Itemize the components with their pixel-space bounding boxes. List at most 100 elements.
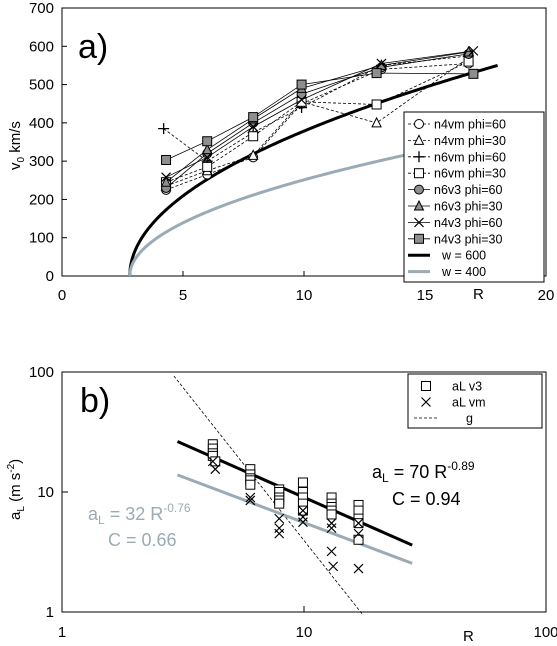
- data-point: [371, 68, 382, 79]
- legend-label: aL v3: [452, 380, 482, 394]
- fit-v3-correlation: C = 0.94: [392, 489, 461, 509]
- x-tick-label: 0: [58, 287, 66, 304]
- legend-marker: [414, 233, 424, 244]
- x-tick-label: 10: [296, 287, 313, 304]
- panel-b-legend: aL v3 aL vm g: [407, 373, 543, 429]
- series-line: [165, 50, 474, 178]
- x-tick-label: 100: [533, 624, 557, 641]
- legend-marker: [414, 217, 424, 228]
- legend-label: n4vm phi=30: [434, 134, 506, 148]
- x-tick-label: 15: [417, 287, 434, 304]
- x-tick-label: 5: [179, 287, 187, 304]
- data-point: [274, 513, 285, 524]
- data-point: [245, 492, 256, 503]
- y-tick-label: 100: [29, 230, 54, 247]
- legend-label: w = 400: [441, 265, 486, 279]
- panel-b-label: b): [80, 382, 110, 420]
- data-point: [326, 518, 337, 529]
- fit-v3-equation: aL = 70 R-0.89: [372, 459, 475, 485]
- data-point: [274, 528, 285, 539]
- legend-marker: [413, 134, 425, 145]
- fit-vm-correlation: C = 0.66: [108, 530, 177, 550]
- y-tick-label: 100: [29, 364, 54, 381]
- legend-label: w = 600: [441, 249, 486, 263]
- data-point: [326, 523, 337, 534]
- data-point: [353, 528, 364, 539]
- data-point: [468, 68, 479, 79]
- panel-a-label: a): [78, 28, 108, 66]
- data-point: [326, 509, 337, 520]
- data-point: [245, 495, 256, 506]
- panel-a-series: [158, 45, 479, 195]
- data-point: [248, 121, 259, 132]
- legend-label: n6vm phi=30: [434, 167, 506, 181]
- data-point: [207, 456, 218, 467]
- legend-box: [403, 111, 545, 283]
- data-point: [158, 123, 170, 135]
- legend-marker: [414, 184, 424, 195]
- legend-label: n4v3 phi=60: [434, 216, 503, 230]
- legend-label: aL vm: [452, 396, 486, 410]
- data-point: [296, 79, 307, 90]
- legend-marker: [413, 199, 425, 211]
- curve-w-400: [128, 142, 459, 277]
- legend-marker: [414, 119, 424, 129]
- legend-label: n4vm phi=60: [434, 118, 506, 132]
- g-line: [173, 375, 364, 616]
- series-line: [165, 72, 474, 161]
- fit-line-vm: [176, 473, 413, 565]
- series-n4v3-phi-60: [161, 45, 479, 183]
- data-point: [298, 517, 308, 528]
- data-point: [161, 154, 172, 165]
- data-point: [376, 58, 387, 69]
- data-point: [161, 172, 171, 183]
- y-tick-label: 400: [29, 115, 54, 132]
- series-line: [165, 61, 469, 183]
- y-tick-label: 600: [29, 38, 54, 55]
- legend-marker: [421, 397, 431, 407]
- legend-label: n6v3 phi=60: [434, 183, 503, 197]
- panel-b-ticks: 1 10 100 1 10 100: [29, 364, 557, 641]
- legend-marker: [413, 151, 425, 163]
- data-point: [202, 152, 213, 163]
- panel-a-y-axis-label: v0 km/s: [7, 121, 27, 170]
- series-line: [165, 53, 469, 189]
- data-point: [353, 563, 364, 574]
- y-tick-label: 10: [37, 484, 54, 501]
- x-tick-label: 20: [538, 287, 555, 304]
- series-al-vm: [207, 456, 364, 574]
- panel-a-curves: [128, 63, 499, 277]
- data-point: [328, 561, 339, 572]
- fit-vm-equation: aL = 32 R-0.76: [88, 501, 191, 527]
- legend-label: g: [466, 412, 473, 426]
- data-point: [160, 176, 172, 187]
- y-tick-label: 700: [29, 0, 54, 17]
- x-tick-label: 10: [296, 624, 313, 641]
- legend-marker: [421, 381, 431, 391]
- data-point: [210, 464, 221, 475]
- y-tick-label: 0: [46, 268, 54, 285]
- panel-b-y-axis-label: aL (m s-2): [6, 459, 27, 520]
- legend-label: n6v3 phi=30: [434, 200, 503, 214]
- data-point: [371, 99, 382, 110]
- legend-label: n4v3 phi=30: [434, 232, 503, 246]
- panel-a-legend: n4vm phi=60 n4vm phi=30 n6vm phi=60 n6vm ph…: [403, 111, 545, 283]
- series-line: [165, 51, 469, 183]
- data-point: [202, 136, 213, 147]
- data-point: [248, 131, 259, 142]
- data-point: [201, 143, 213, 155]
- panel-b-x-axis-label: R: [463, 628, 474, 645]
- data-point: [353, 534, 364, 545]
- y-tick-label: 1: [46, 604, 54, 621]
- data-point: [296, 94, 307, 105]
- data-point: [245, 479, 256, 490]
- data-point: [274, 498, 285, 509]
- legend-label: n6vm phi=60: [434, 150, 506, 164]
- y-tick-label: 500: [29, 77, 54, 94]
- y-tick-label: 300: [29, 153, 54, 170]
- series-line: [165, 57, 469, 187]
- data-point: [371, 116, 382, 128]
